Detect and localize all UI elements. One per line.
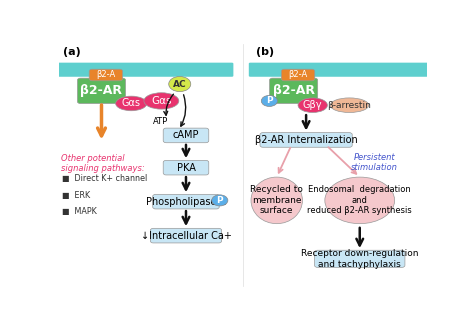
Text: Other potential
signaling pathways:: Other potential signaling pathways: (61, 154, 145, 173)
Text: β2-A: β2-A (96, 71, 116, 79)
Text: (a): (a) (63, 47, 81, 57)
Circle shape (169, 77, 191, 92)
Ellipse shape (144, 93, 179, 109)
Ellipse shape (330, 98, 369, 112)
FancyBboxPatch shape (270, 78, 318, 104)
FancyBboxPatch shape (153, 194, 219, 209)
FancyBboxPatch shape (281, 69, 315, 81)
Circle shape (261, 95, 277, 107)
Text: (b): (b) (256, 47, 274, 57)
Text: β2-AR: β2-AR (273, 84, 315, 97)
FancyBboxPatch shape (249, 63, 428, 77)
Text: β2-A: β2-A (288, 71, 308, 79)
Ellipse shape (116, 96, 147, 111)
FancyBboxPatch shape (89, 69, 123, 81)
Text: cAMP: cAMP (173, 130, 199, 140)
Ellipse shape (298, 98, 328, 112)
Text: Phospholipase C: Phospholipase C (146, 197, 226, 207)
Text: Persistent
stimulation: Persistent stimulation (351, 153, 398, 172)
Text: Gαs: Gαs (151, 96, 172, 106)
Text: P: P (266, 96, 273, 105)
Text: Endosomal  degradation
and
reduced β2-AR synthesis: Endosomal degradation and reduced β2-AR … (307, 185, 412, 215)
Text: β2-AR Internalization: β2-AR Internalization (255, 135, 357, 145)
FancyBboxPatch shape (77, 78, 126, 104)
FancyBboxPatch shape (163, 160, 209, 175)
FancyBboxPatch shape (150, 228, 222, 243)
Text: Receptor down-regulation
and tachyphylaxis: Receptor down-regulation and tachyphylax… (301, 249, 419, 268)
Text: ■  MAPK: ■ MAPK (62, 207, 97, 216)
Text: β-arrestin: β-arrestin (328, 101, 372, 110)
Text: P: P (217, 196, 223, 205)
FancyBboxPatch shape (163, 128, 209, 143)
FancyBboxPatch shape (315, 250, 405, 267)
FancyBboxPatch shape (260, 133, 352, 147)
Text: β2-AR: β2-AR (81, 84, 122, 97)
Ellipse shape (251, 177, 302, 224)
Text: Recycled to
membrane
surface: Recycled to membrane surface (250, 185, 303, 215)
Text: ↓Intracellular Ca+: ↓Intracellular Ca+ (141, 231, 231, 241)
FancyBboxPatch shape (58, 63, 233, 77)
Text: ■  ERK: ■ ERK (62, 191, 91, 200)
Text: ATP: ATP (154, 117, 169, 126)
Text: AC: AC (173, 79, 187, 89)
Text: ■  Direct K+ channel: ■ Direct K+ channel (62, 175, 147, 183)
Circle shape (212, 195, 228, 206)
Text: Gαs: Gαs (122, 98, 141, 109)
Ellipse shape (325, 177, 395, 224)
Text: PKA: PKA (176, 163, 195, 173)
Text: Gβγ: Gβγ (303, 100, 322, 110)
